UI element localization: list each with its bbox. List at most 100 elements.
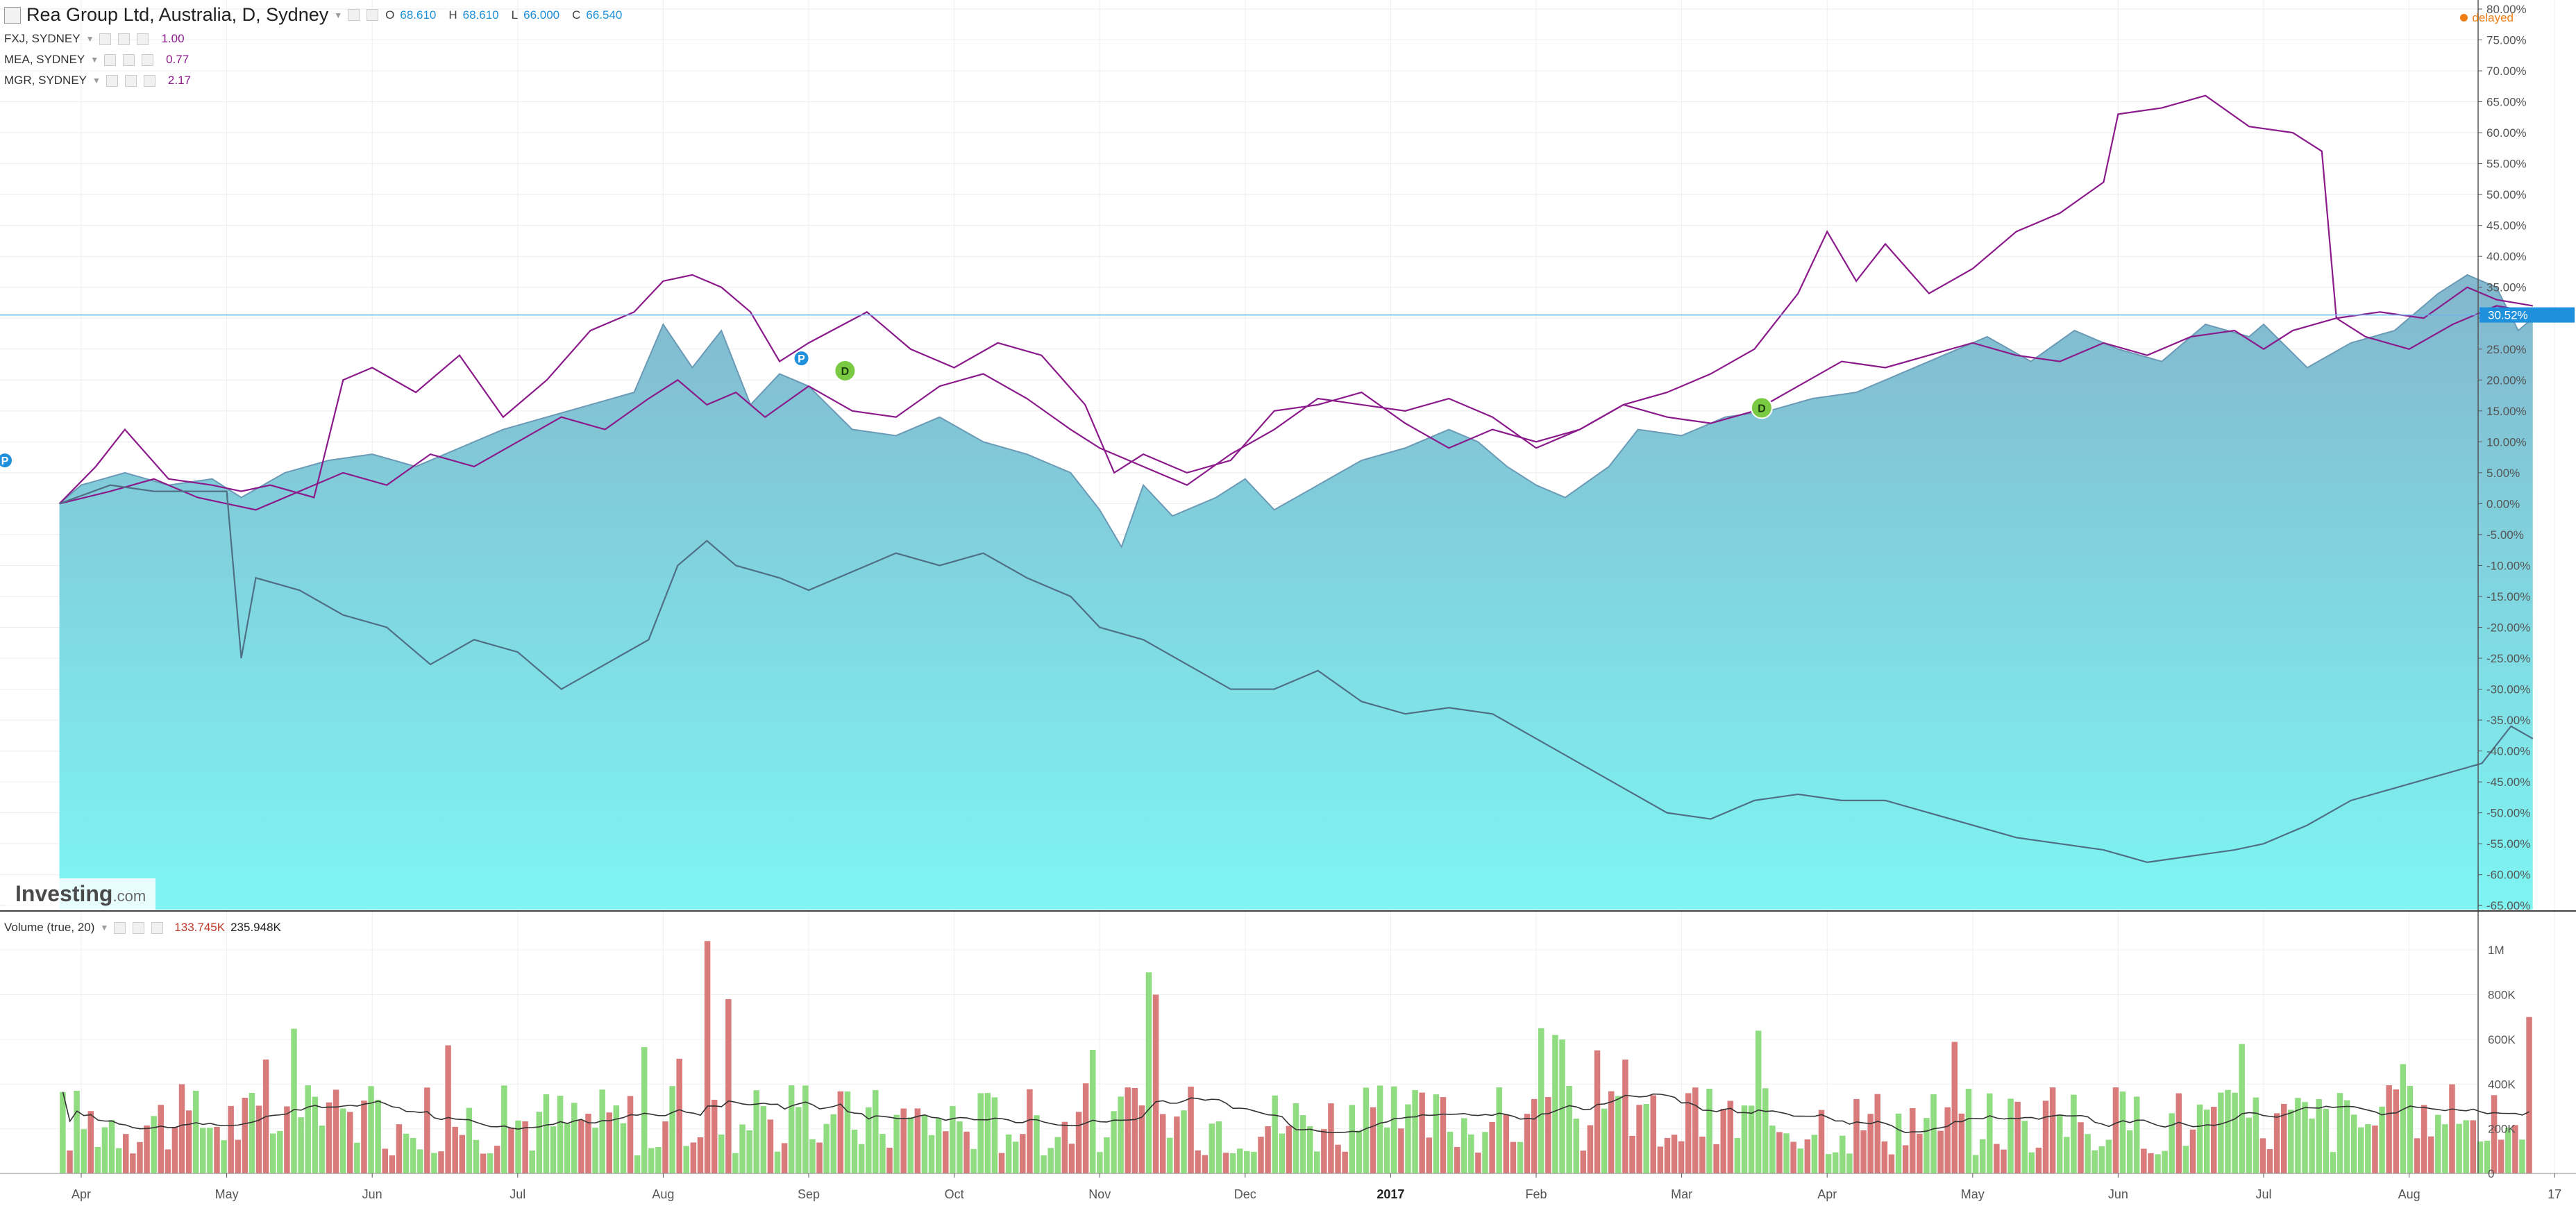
volume-bar [94, 1146, 101, 1173]
volume-bar [368, 1086, 374, 1173]
brand-name: Investing [15, 881, 113, 906]
volume-bar [2141, 1148, 2147, 1173]
volume-tick-label: 600K [2488, 1033, 2516, 1046]
volume-bar [1510, 1141, 1517, 1173]
volume-bar [1174, 1116, 1180, 1173]
marker-d-icon[interactable] [834, 359, 857, 382]
volume-bar [277, 1130, 283, 1173]
volume-bar [269, 1133, 276, 1173]
volume-bar [2071, 1094, 2077, 1173]
hide-icon[interactable] [133, 921, 145, 934]
volume-bar [487, 1153, 494, 1173]
volume-bar [788, 1085, 795, 1173]
y-tick-label: 75.00% [2486, 34, 2527, 47]
ohlc-open-label: O [385, 8, 395, 22]
volume-bar [1895, 1113, 1902, 1173]
marker-p-icon[interactable] [793, 350, 810, 367]
volume-bar [382, 1148, 388, 1173]
volume-bar [1244, 1151, 1250, 1173]
volume-bar [1811, 1135, 1818, 1173]
volume-bar [2148, 1153, 2154, 1173]
hide-icon[interactable] [367, 9, 379, 21]
volume-bar [1769, 1126, 1776, 1173]
settings-icon[interactable] [348, 9, 360, 21]
price-area [58, 274, 2534, 910]
volume-bar [1818, 1110, 1825, 1173]
chevron-down-icon[interactable]: ▼ [334, 10, 343, 20]
volume-bar [67, 1150, 73, 1173]
volume-bar [571, 1103, 578, 1173]
volume-bar [1902, 1145, 1909, 1173]
chevron-down-icon[interactable]: ▼ [90, 55, 99, 65]
symbol-icon[interactable] [4, 6, 21, 24]
x-tick-label: 17 [2548, 1187, 2561, 1201]
marker-p-icon[interactable] [0, 452, 13, 469]
volume-bar [837, 1091, 844, 1173]
close-icon[interactable] [137, 33, 149, 45]
volume-bar [711, 1099, 718, 1173]
hide-icon[interactable] [124, 74, 137, 87]
volume-bar [753, 1090, 759, 1173]
volume-bar [1313, 1151, 1320, 1173]
settings-icon[interactable] [99, 33, 112, 45]
volume-bar [1888, 1154, 1895, 1173]
marker-label: P [1, 455, 9, 467]
volume-bar [1349, 1105, 1355, 1173]
volume-tick-label: 200K [2488, 1123, 2516, 1136]
volume-bar [1034, 1115, 1040, 1173]
volume-bar [1027, 1089, 1033, 1173]
close-icon[interactable] [143, 74, 155, 87]
close-icon[interactable] [151, 921, 164, 934]
volume-bar [2316, 1098, 2322, 1173]
volume-bar [1734, 1137, 1741, 1173]
chevron-down-icon[interactable]: ▼ [92, 76, 101, 85]
volume-ma-line [62, 1091, 2530, 1134]
volume-bar [921, 1115, 928, 1173]
volume-bar [305, 1085, 311, 1173]
volume-bar [928, 1135, 935, 1173]
event-markers[interactable]: P P D D [0, 350, 1773, 469]
volume-bar [1629, 1135, 1635, 1173]
volume-bar [1657, 1146, 1664, 1173]
close-icon[interactable] [142, 53, 154, 66]
volume-bar [991, 1097, 998, 1173]
y-tick-label: -5.00% [2486, 528, 2524, 542]
chevron-down-icon[interactable]: ▼ [85, 34, 94, 44]
volume-bar [1706, 1089, 1712, 1173]
settings-icon[interactable] [106, 74, 118, 87]
hide-icon[interactable] [118, 33, 131, 45]
volume-bar [221, 1140, 227, 1173]
volume-bar [1342, 1151, 1348, 1173]
volume-bar [228, 1105, 234, 1173]
volume-bar [319, 1126, 326, 1173]
hide-icon[interactable] [123, 53, 135, 66]
volume-bar [2526, 1017, 2532, 1173]
chevron-down-icon[interactable]: ▼ [100, 923, 109, 932]
settings-icon[interactable] [104, 53, 117, 66]
volume-bar [2379, 1106, 2385, 1173]
y-tick-label: 80.00% [2486, 3, 2527, 16]
volume-bar [1741, 1105, 1748, 1173]
volume-bar [2239, 1044, 2245, 1173]
marker-d-icon[interactable] [1750, 396, 1773, 419]
volume-bar [445, 1045, 451, 1173]
settings-icon[interactable] [114, 921, 126, 934]
volume-bar [1299, 1115, 1306, 1173]
volume-bar [1020, 1134, 1026, 1173]
volume-bar [2042, 1101, 2049, 1173]
volume-bar [746, 1130, 752, 1173]
volume-bar [2133, 1096, 2140, 1173]
volume-bar [101, 1127, 108, 1173]
volume-bar [634, 1155, 641, 1173]
volume-bar [2021, 1121, 2028, 1173]
volume-bar [1321, 1129, 1327, 1173]
volume-bar [2232, 1092, 2238, 1173]
volume-bar [1923, 1118, 1930, 1173]
x-tick-label: Apr [71, 1187, 91, 1201]
volume-bar [943, 1131, 949, 1173]
volume-bar [1552, 1035, 1558, 1173]
volume-bar [774, 1151, 781, 1173]
volume-ma-value: 235.948K [230, 921, 281, 934]
volume-bar [655, 1147, 662, 1173]
